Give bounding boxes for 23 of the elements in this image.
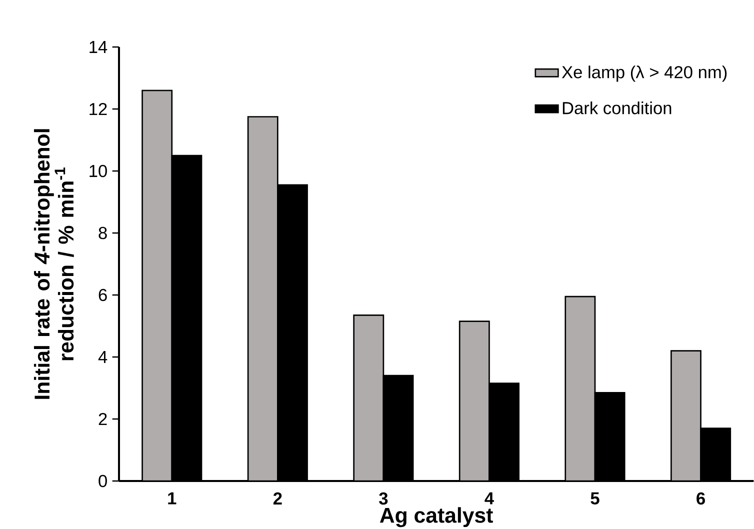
bar	[458, 320, 490, 481]
legend-label: Dark condition	[562, 102, 672, 114]
y-tick-label: 10	[90, 164, 107, 178]
bar	[670, 350, 702, 481]
x-tick-label: 5	[590, 492, 600, 504]
x-tick-label: 1	[168, 492, 176, 504]
x-tick-label: 2	[273, 492, 282, 504]
bar	[564, 296, 596, 481]
y-tick-label: 14	[90, 41, 108, 53]
x-tick-label: 6	[696, 492, 705, 505]
y-tick-label: 6	[98, 288, 107, 302]
legend-label: Xe lamp (λ > 420 nm)	[562, 66, 727, 82]
bar	[247, 116, 278, 481]
x-tick-label: 4	[484, 492, 494, 504]
y-tick-label: 12	[90, 102, 107, 116]
x-axis-title: Ag catalyst	[380, 507, 493, 528]
bar	[142, 90, 173, 481]
y-tick-label: 2	[98, 412, 107, 426]
y-tick-label: 8	[98, 226, 107, 240]
y-tick-label: 0	[98, 474, 107, 488]
x-tick-label: 3	[379, 492, 388, 505]
y-tick-label: 4	[98, 351, 108, 363]
bar	[353, 314, 384, 481]
